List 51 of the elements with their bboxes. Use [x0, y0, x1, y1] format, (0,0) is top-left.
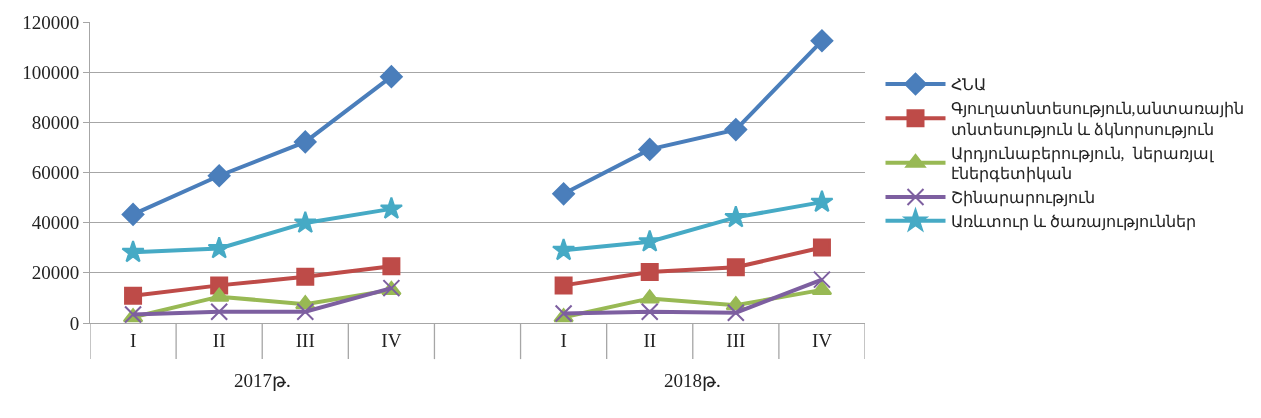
point [207, 236, 231, 259]
y-tick-label: 100000 [22, 61, 80, 83]
point [121, 240, 145, 263]
x-tick-label: III [295, 329, 315, 351]
point [296, 267, 315, 286]
legend-label: Շինարարություն [950, 189, 1095, 208]
point [379, 196, 404, 219]
point [638, 229, 662, 252]
point [810, 29, 834, 53]
point [726, 303, 745, 322]
text: 2018թ. [664, 370, 721, 391]
y-tick-label: 60000 [31, 162, 80, 184]
point [379, 65, 403, 89]
point [810, 189, 834, 213]
point [812, 270, 831, 289]
point [726, 258, 745, 277]
point [296, 302, 315, 321]
x-tick-label: III [726, 329, 746, 351]
point [640, 302, 659, 321]
point [552, 182, 576, 206]
x-tick-label: II [643, 329, 657, 351]
point [207, 164, 231, 188]
text: 2017թ. [234, 370, 291, 391]
point [724, 205, 748, 228]
point [551, 238, 576, 261]
y-tick-label: 20000 [31, 262, 80, 284]
point [210, 302, 229, 321]
point [640, 263, 659, 282]
point [121, 202, 145, 226]
legend-label: ՀՆԱ [950, 76, 986, 94]
y-tick-label: 80000 [31, 111, 80, 133]
x-tick-label: I [560, 329, 567, 351]
y-tick-label: 120000 [22, 11, 80, 33]
x-tick-label: IV [811, 329, 833, 351]
point [554, 276, 573, 295]
x-tick-label: I [129, 329, 137, 351]
point [124, 286, 143, 305]
point [293, 210, 317, 233]
y-tick-label: 40000 [31, 212, 80, 234]
point [812, 238, 831, 257]
point [382, 257, 401, 276]
point [639, 289, 660, 304]
x-tick-label: IV [381, 329, 402, 351]
point [293, 130, 317, 154]
point [724, 118, 748, 142]
y-tick-label: 0 [69, 312, 80, 334]
legend-label: Գյուղատնտեսություն,անտառային տնտեսություն և ձկնորսություն [950, 100, 1244, 139]
legend-label: Առևտուր և ծառայություններ [950, 213, 1196, 232]
legend-label: Արդյունաբերություն, ներառյալ էներգետիկան [950, 144, 1214, 184]
x-tick-label: II [212, 329, 226, 351]
point [638, 138, 662, 161]
